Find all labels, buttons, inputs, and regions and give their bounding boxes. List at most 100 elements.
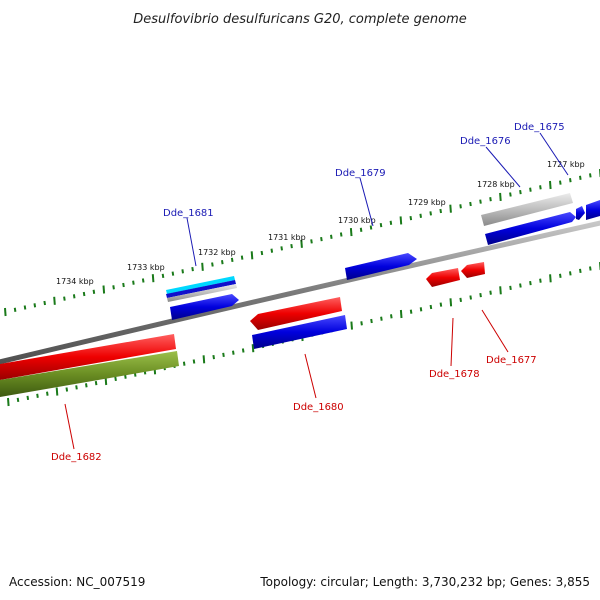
minor-tick — [94, 380, 98, 386]
tick-label-1732: 1732 kbp — [198, 248, 236, 257]
minor-tick — [379, 222, 383, 228]
minor-tick — [320, 236, 323, 242]
minor-tick — [13, 307, 17, 312]
major-tick — [549, 180, 552, 190]
major-tick — [499, 286, 502, 295]
minor-tick — [132, 280, 135, 285]
tick-label-1730: 1730 kbp — [338, 216, 376, 225]
major-tick — [4, 307, 7, 317]
minor-tick — [339, 232, 343, 237]
minor-tick — [459, 204, 462, 209]
gene-dde-1679[interactable] — [345, 253, 417, 280]
gene-olive-1682[interactable] — [0, 351, 179, 397]
minor-tick — [369, 225, 373, 230]
gene-label-dde-1675: Dde_1675 — [514, 122, 565, 133]
minor-tick — [23, 305, 27, 310]
minor-tick — [579, 268, 582, 274]
gene-blue-strip-1681[interactable] — [166, 280, 236, 298]
minor-tick — [92, 289, 96, 294]
minor-tick — [112, 285, 115, 290]
genome-backbone — [0, 220, 600, 365]
minor-tick — [489, 290, 492, 295]
gene-dde-1681[interactable] — [170, 294, 239, 320]
major-tick — [399, 216, 403, 225]
gene-dde-1676[interactable] — [485, 212, 576, 245]
minor-tick — [161, 273, 165, 279]
minor-tick — [380, 316, 383, 321]
gene-dde-1677[interactable] — [461, 262, 485, 278]
minor-tick — [222, 352, 225, 358]
minor-tick — [370, 318, 373, 324]
minor-tick — [63, 296, 66, 301]
minor-tick — [212, 354, 215, 360]
minor-tick — [529, 187, 532, 192]
major-tick — [499, 192, 502, 201]
minor-tick — [389, 220, 393, 225]
minor-tick — [579, 175, 582, 180]
minor-tick — [569, 178, 572, 183]
minor-tick — [419, 213, 422, 218]
minor-tick — [519, 283, 522, 288]
major-tick — [350, 321, 353, 330]
minor-tick — [211, 262, 214, 267]
minor-tick — [182, 361, 186, 366]
minor-tick — [192, 359, 196, 364]
tick-label-1727: 1727 kbp — [547, 160, 585, 169]
gene-label-dde-1679: Dde_1679 — [335, 168, 386, 179]
gene-dde-1675[interactable] — [586, 200, 600, 220]
minor-tick — [539, 278, 542, 283]
minor-tick — [439, 208, 442, 214]
tick-track-outer — [4, 169, 600, 317]
gene-label-dde-1682: Dde_1682 — [51, 452, 102, 463]
minor-tick — [85, 383, 88, 388]
tick-label-1729: 1729 kbp — [408, 198, 446, 207]
gene-dde-1680[interactable] — [252, 315, 347, 349]
minor-tick — [221, 260, 224, 265]
minor-tick — [429, 304, 433, 310]
gene-gray-1676[interactable] — [481, 193, 573, 226]
major-tick — [250, 251, 254, 260]
map-title: Desulfovibrio desulfuricans G20, complet… — [133, 12, 467, 27]
minor-tick — [82, 291, 86, 297]
gene-label-dde-1677: Dde_1677 — [486, 355, 537, 366]
gene-rrna-1681[interactable] — [166, 276, 235, 294]
major-tick — [549, 274, 552, 283]
gene-dde-1675b[interactable] — [576, 206, 585, 220]
gene-red-1680[interactable] — [250, 297, 342, 330]
minor-tick — [409, 309, 413, 314]
tick-label-1728: 1728 kbp — [477, 180, 515, 189]
gene-gray-1681[interactable] — [167, 284, 237, 302]
minor-tick — [141, 278, 145, 283]
minor-tick — [181, 269, 184, 274]
minor-tick — [509, 192, 512, 197]
tick-label-1733: 1733 kbp — [127, 263, 165, 272]
gene-red-1682[interactable] — [0, 334, 176, 380]
minor-tick — [479, 292, 482, 298]
major-tick — [151, 274, 155, 283]
gene-label-dde-1681: Dde_1681 — [163, 208, 214, 219]
major-tick — [349, 228, 353, 237]
leader-lines — [64, 132, 569, 450]
minor-tick — [124, 374, 127, 379]
minor-tick — [469, 295, 472, 300]
minor-tick — [409, 215, 413, 221]
major-tick — [102, 285, 106, 294]
major-tick — [53, 296, 56, 305]
minor-tick — [459, 297, 462, 303]
minor-tick — [270, 248, 274, 253]
minor-tick — [429, 211, 432, 216]
tick-label-1734: 1734 kbp — [56, 277, 94, 286]
minor-tick — [589, 266, 592, 271]
minor-tick — [191, 266, 194, 272]
topology-summary: Topology: circular; Length: 3,730,232 bp… — [259, 575, 590, 589]
minor-tick — [419, 307, 423, 312]
minor-tick — [360, 321, 363, 326]
minor-tick — [569, 271, 572, 276]
minor-tick — [359, 227, 363, 232]
minor-tick — [114, 376, 117, 382]
minor-tick — [529, 280, 532, 286]
minor-tick — [539, 185, 542, 190]
gene-dde-1678[interactable] — [426, 268, 460, 287]
major-tick — [202, 355, 206, 364]
